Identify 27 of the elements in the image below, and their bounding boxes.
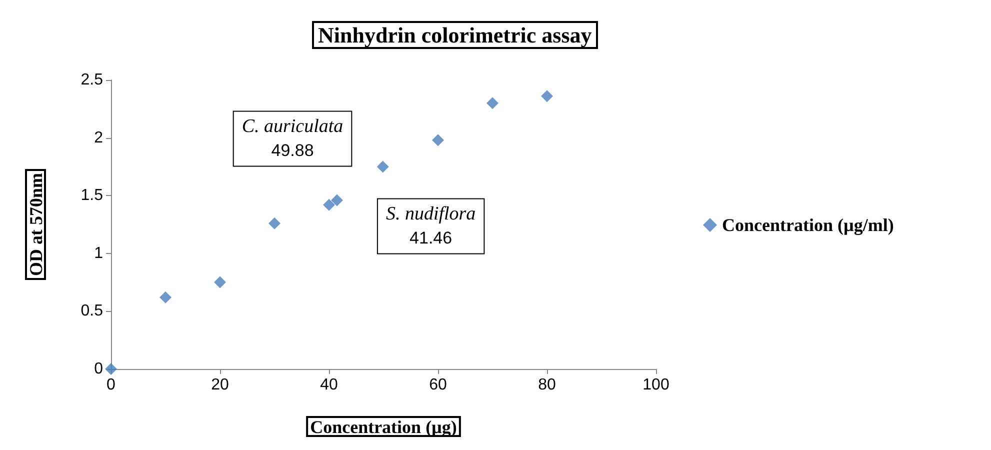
point xyxy=(330,194,343,206)
x-tick-label: 80 xyxy=(538,376,556,394)
legend-label: Concentration (µg/ml) xyxy=(722,215,894,235)
point xyxy=(214,276,226,288)
y-tick-label: 2.5 xyxy=(80,72,104,88)
point xyxy=(432,134,444,146)
y-tick-label: 2 xyxy=(94,129,104,146)
chart-title: Ninhydrin colorimetric assay xyxy=(318,22,592,48)
point xyxy=(486,97,498,110)
y-tick-label: 0.5 xyxy=(80,302,104,320)
x-tick-label: 0 xyxy=(106,376,116,394)
y-tick-label: 1 xyxy=(94,244,104,262)
point xyxy=(268,217,280,230)
x-tick-label: 100 xyxy=(642,376,670,394)
annotation: S. nudiflora 41.46 xyxy=(386,204,476,248)
x-tick-label: 40 xyxy=(320,376,338,394)
y-tick-label: 0 xyxy=(94,360,104,378)
annotation: C. auriculata 49.88 xyxy=(242,116,344,160)
point xyxy=(376,160,389,173)
point xyxy=(323,198,335,211)
point xyxy=(160,291,172,304)
point xyxy=(541,90,553,102)
x-tick-label: 20 xyxy=(211,376,229,394)
x-tick-label: 60 xyxy=(429,376,447,394)
y-axis-title: OD at 570nm xyxy=(26,172,46,276)
y-tick-label: 1.5 xyxy=(80,187,104,204)
point xyxy=(105,363,117,375)
